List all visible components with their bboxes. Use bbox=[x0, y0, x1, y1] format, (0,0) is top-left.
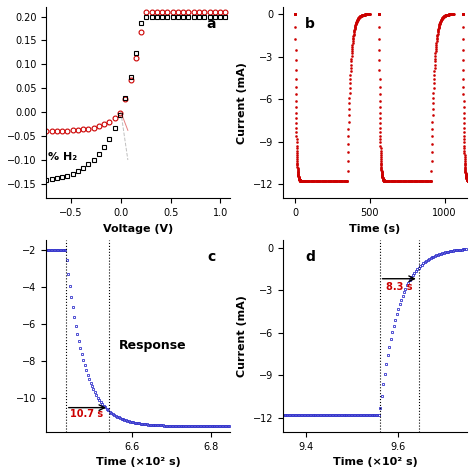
Text: a: a bbox=[206, 17, 216, 30]
X-axis label: Voltage (V): Voltage (V) bbox=[103, 224, 173, 234]
Text: b: b bbox=[305, 17, 315, 30]
Y-axis label: Current (mA): Current (mA) bbox=[237, 62, 247, 144]
Text: c: c bbox=[207, 250, 216, 264]
Text: % H₂: % H₂ bbox=[48, 152, 77, 162]
X-axis label: Time (×10² s): Time (×10² s) bbox=[333, 457, 418, 467]
Text: 10.7 s: 10.7 s bbox=[70, 409, 103, 419]
Text: Response: Response bbox=[119, 339, 187, 352]
Y-axis label: Current (mA): Current (mA) bbox=[237, 295, 247, 377]
Text: d: d bbox=[305, 250, 315, 264]
X-axis label: Time (×10² s): Time (×10² s) bbox=[96, 457, 181, 467]
X-axis label: Time (s): Time (s) bbox=[349, 224, 401, 234]
Text: 8.3 s: 8.3 s bbox=[386, 282, 412, 292]
